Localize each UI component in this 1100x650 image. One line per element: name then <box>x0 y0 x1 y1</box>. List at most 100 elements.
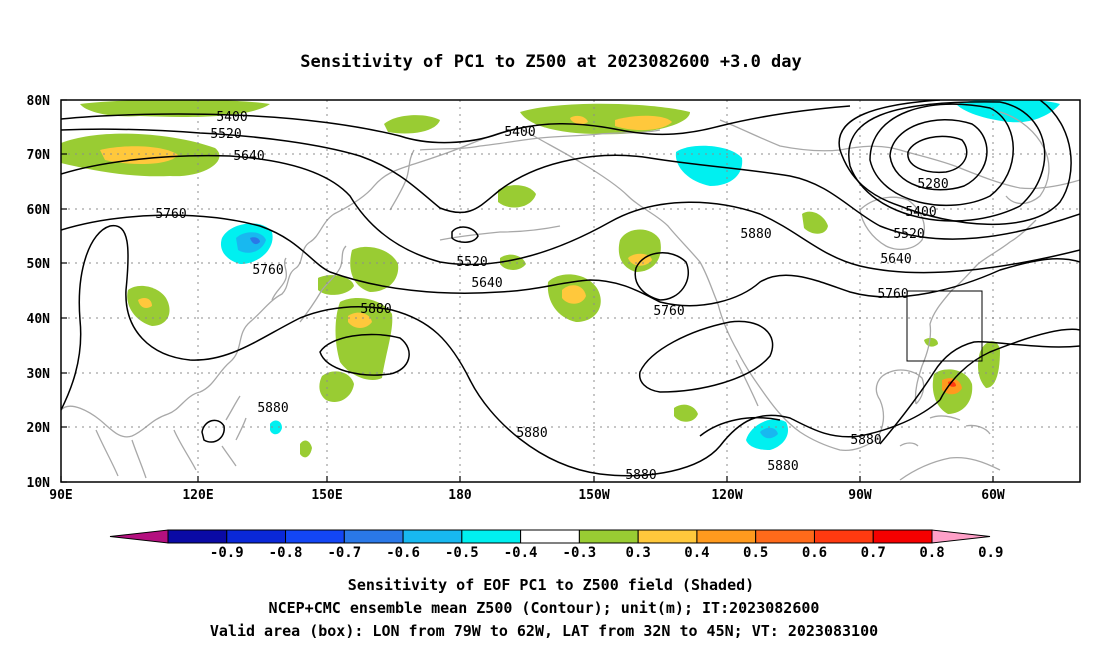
contour-label: 5760 <box>155 207 186 222</box>
colorbar-swatch <box>343 529 404 544</box>
lon-label: 60W <box>981 488 1005 503</box>
contour-label: 5880 <box>516 426 547 441</box>
colorbar-swatch <box>285 529 345 544</box>
lon-label: 150E <box>311 488 342 503</box>
negative-region-4-core <box>760 427 778 439</box>
contour-label: 5520 <box>210 127 241 142</box>
colorbar-label: -0.4 <box>504 545 538 561</box>
positive-region-19 <box>300 440 312 458</box>
colorbar-label: 0.4 <box>684 545 709 561</box>
contour-5880-loop-sw <box>201 419 225 443</box>
colorbar-right-arrow <box>931 529 991 544</box>
negative-region-5 <box>270 420 282 435</box>
coastline-philippines <box>221 395 247 467</box>
colorbar-swatch <box>402 529 463 544</box>
z500-contours <box>61 100 1080 477</box>
positive-region-5 <box>498 185 536 208</box>
colorbar-label: 0.9 <box>978 545 1003 561</box>
contour-5400-west <box>61 105 851 144</box>
colorbar-label: 0.5 <box>743 545 768 561</box>
coastline-asia <box>61 127 521 438</box>
negative-region-1-core <box>236 232 266 253</box>
coastline-indochina <box>95 429 197 479</box>
contour-label: 5400 <box>905 205 936 220</box>
tick-marks <box>60 99 994 483</box>
contour-low-ring-2 <box>889 119 988 191</box>
contour-label: 5880 <box>257 401 288 416</box>
colorbar-swatch <box>520 529 580 544</box>
colorbar-swatch <box>167 529 228 544</box>
contour-5760-west <box>61 214 1080 307</box>
contour-label: 5880 <box>625 468 656 483</box>
contour-label: 5760 <box>653 304 684 319</box>
positive-region-16 <box>978 341 1000 388</box>
contour-5880-atl <box>879 340 1080 445</box>
colorbar-swatch <box>461 529 522 544</box>
contour-5640-west <box>61 154 1080 274</box>
negative-region-3 <box>956 100 1060 123</box>
positive-region-1-core <box>100 146 178 165</box>
lon-label: 120E <box>182 488 213 503</box>
contour-label: 5280 <box>917 177 948 192</box>
contour-label: 5880 <box>740 227 771 242</box>
contour-5760-loop-npac <box>634 252 689 301</box>
colorbar-label: -0.7 <box>327 545 361 561</box>
colorbar-swatch <box>696 529 757 544</box>
contour-5880-mexico <box>699 417 781 437</box>
colorbar-label: -0.5 <box>445 545 479 561</box>
colorbar-swatch <box>578 529 639 544</box>
colorbar-label: -0.8 <box>269 545 303 561</box>
coastline-kamchatka <box>389 149 415 211</box>
coastline-japan <box>299 245 347 323</box>
lat-label: 60N <box>27 203 51 218</box>
positive-region-14 <box>802 211 828 234</box>
contour-label: 5640 <box>233 149 264 164</box>
contour-label: 5520 <box>456 255 487 270</box>
contour-label: 5760 <box>877 287 908 302</box>
colorbar-label: 0.3 <box>626 545 651 561</box>
contour-5400-east <box>838 100 1072 225</box>
lon-label: 150W <box>578 488 609 503</box>
caption-line-2: NCEP+CMC ensemble mean Z500 (Contour); u… <box>269 599 820 617</box>
coastline-korea <box>271 257 288 301</box>
positive-region-3 <box>384 115 440 134</box>
colorbar-label: 0.8 <box>919 545 944 561</box>
lat-label: 70N <box>27 148 51 163</box>
lon-label: 90E <box>49 488 72 503</box>
positive-region-17 <box>924 337 938 347</box>
positive-region-10-core <box>348 312 372 328</box>
caption-line-3: Valid area (box): LON from 79W to 62W, L… <box>210 622 878 640</box>
colorbar-label: -0.9 <box>210 545 244 561</box>
lon-label: 180 <box>448 488 472 503</box>
positive-region-18 <box>674 404 698 422</box>
lon-label: 90W <box>848 488 872 503</box>
contour-label: 5640 <box>880 252 911 267</box>
contour-5880-sw <box>61 224 941 477</box>
contour-low-ring-3 <box>869 103 1014 207</box>
positive-region-4-core <box>615 115 672 131</box>
coastline-aleutians <box>439 225 561 241</box>
contour-label: 5880 <box>360 302 391 317</box>
coastline-na-east <box>914 219 1037 405</box>
positive-region-11 <box>319 371 354 403</box>
caption-line-1: Sensitivity of EOF PC1 to Z500 field (Sh… <box>348 576 754 594</box>
contour-label: 5400 <box>216 110 247 125</box>
contour-5880-loop-mid <box>319 333 410 376</box>
colorbar-swatch <box>872 529 933 544</box>
contour-5520-west <box>61 128 1080 240</box>
colorbar-left-arrow <box>109 529 169 544</box>
contour-label: 5400 <box>504 125 535 140</box>
contour-low-ring-1 <box>907 135 968 174</box>
positive-region-15-peak <box>948 381 956 387</box>
coastline-na-west <box>717 303 877 452</box>
coastline-greenland <box>999 111 1050 205</box>
latitude-labels: 80N 70N 60N 50N 40N 30N 20N 10N <box>27 94 51 491</box>
contour-label: 5880 <box>767 459 798 474</box>
positive-region-8 <box>350 246 399 292</box>
contour-label: 5520 <box>893 227 924 242</box>
positive-region-12-core <box>138 298 152 308</box>
coastline-baja <box>735 359 759 407</box>
longitude-labels: 90E 120E 150E 180 150W 120W 90W 60W <box>49 488 1005 503</box>
colorbar-swatch <box>226 529 287 544</box>
